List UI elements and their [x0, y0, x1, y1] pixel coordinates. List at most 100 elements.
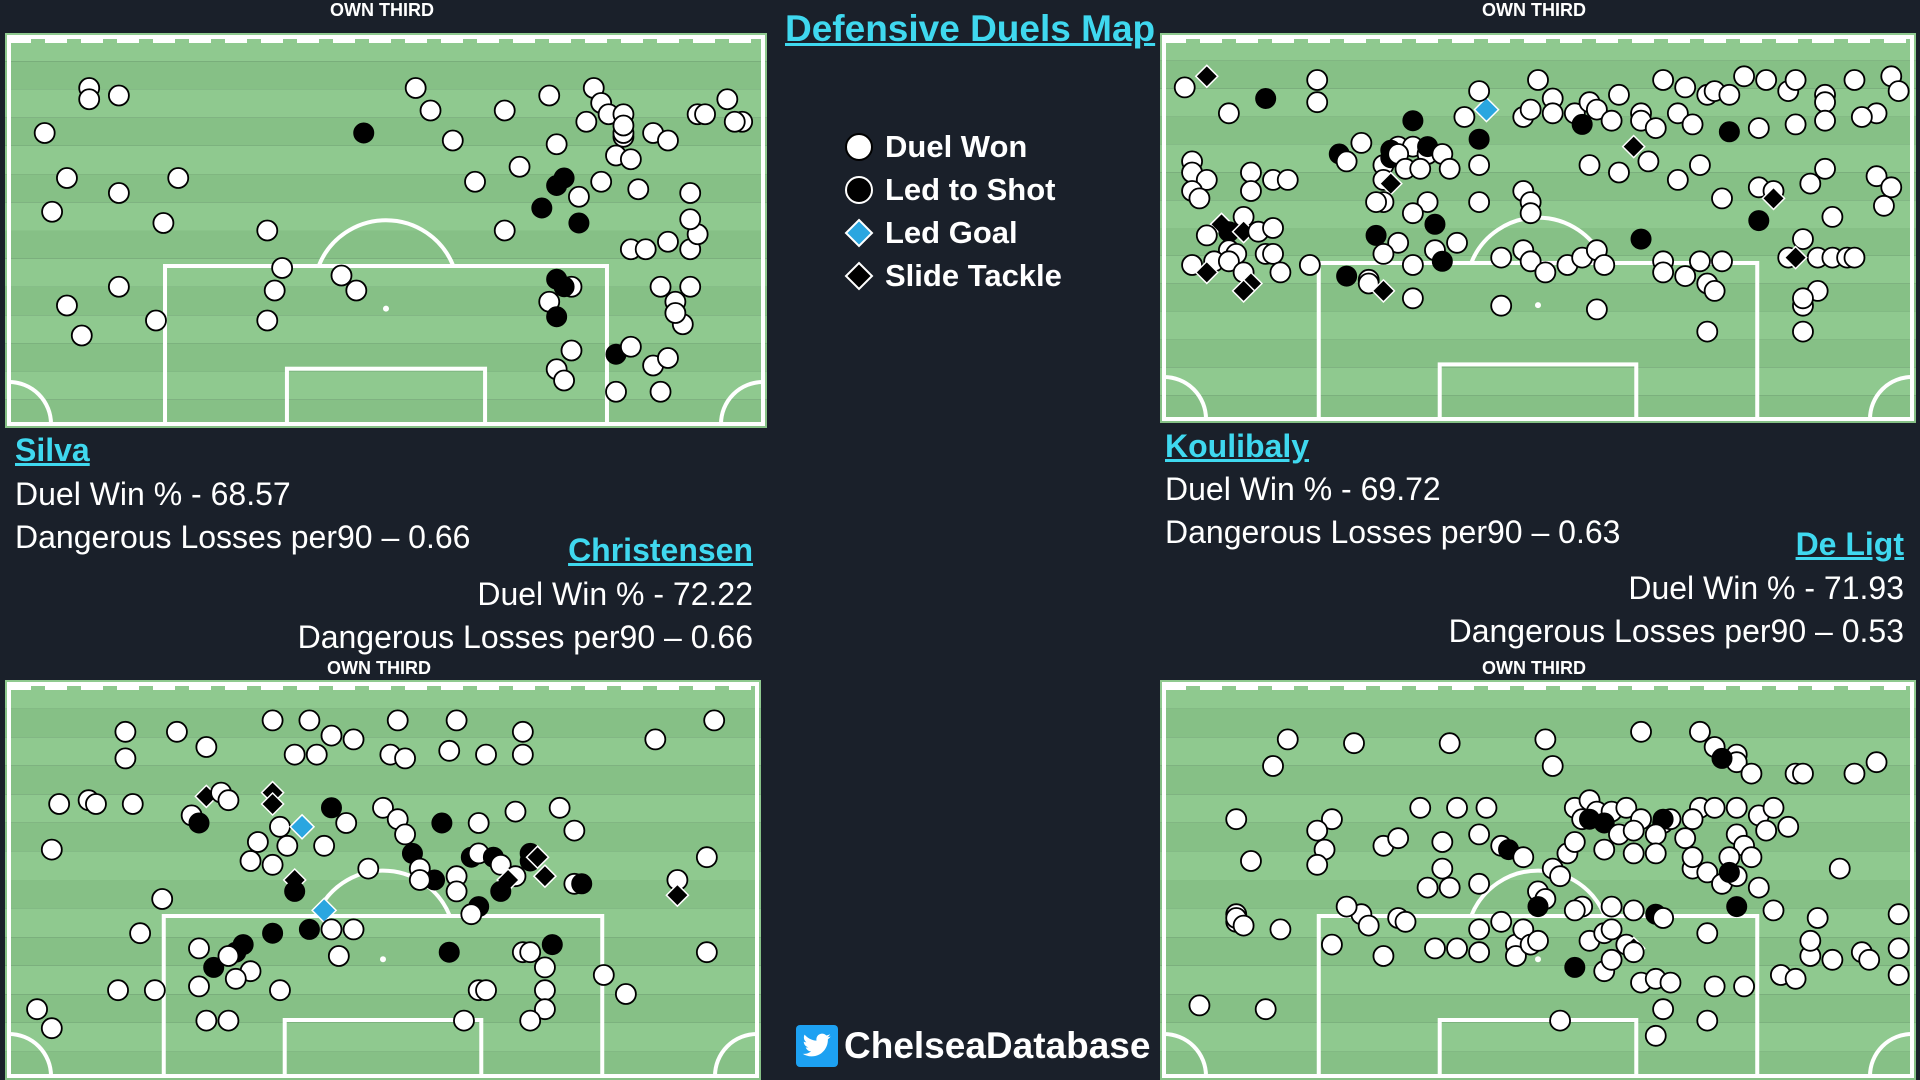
duel-won-point: [560, 339, 583, 362]
slide-tackle-point: [1783, 245, 1808, 270]
duel-won-point: [330, 264, 353, 287]
duel-won-point: [107, 979, 129, 1002]
duel-won-point: [1321, 933, 1343, 956]
duel-won-point: [33, 122, 56, 144]
led-to-shot-point: [320, 797, 342, 819]
duel-won-point: [534, 998, 556, 1021]
duel-won-point: [1622, 842, 1645, 865]
duel-won-point: [619, 148, 642, 171]
pitch-stripe: [1160, 311, 1916, 340]
dangerous-losses-de-ligt: Dangerous Losses per90 – 0.53: [1448, 613, 1904, 649]
duel-won-point: [271, 257, 294, 279]
own-third-label: OWN THIRD: [1482, 658, 1586, 678]
duel-won-point: [1644, 1024, 1667, 1047]
duel-won-point: [1806, 907, 1829, 929]
duel-won-point: [695, 846, 718, 869]
led-to-shot-point: [1571, 113, 1593, 135]
duel-won-point: [493, 99, 516, 122]
led-to-shot-point: [438, 941, 460, 963]
led-to-shot-point: [571, 873, 593, 895]
duel-won-point: [1401, 287, 1424, 310]
duel-won-point: [445, 709, 468, 732]
duel-won-point: [1652, 998, 1675, 1021]
duel-won-point: [1519, 202, 1542, 225]
duel-won-point: [519, 941, 542, 964]
duel-won-point: [224, 967, 247, 990]
duel-won-point: [40, 1017, 63, 1040]
duel-won-point: [1446, 231, 1468, 254]
player-name-de-ligt: De Ligt: [1795, 526, 1904, 562]
chart-title: Defensive Duels Map: [785, 8, 1156, 49]
duel-won-point: [1394, 910, 1417, 933]
duel-won-point: [1585, 98, 1608, 121]
led-to-shot-point: [431, 812, 453, 834]
led-to-shot-marker-icon: [845, 175, 873, 204]
duel-won-point: [590, 170, 613, 193]
duel-won-point: [195, 736, 218, 758]
pitch-koulibaly: [1160, 33, 1916, 423]
duel-won-point: [1387, 231, 1410, 254]
duel-won-point: [1276, 728, 1299, 751]
corner-arc: [1163, 1032, 1208, 1077]
duel-won-point: [1446, 937, 1468, 960]
duel-won-point: [372, 796, 394, 819]
duel-won-point: [269, 815, 291, 838]
duel-won-point: [1585, 298, 1608, 321]
duel-won-point: [1703, 975, 1726, 998]
slide-tackle-point: [525, 845, 550, 870]
duel-won-point: [217, 789, 240, 812]
duel-won-point: [1681, 113, 1704, 136]
duel-won-point: [1608, 83, 1630, 106]
duel-won-point: [1814, 157, 1836, 180]
duel-won-point: [1424, 937, 1446, 960]
pitch-stripe: [1160, 822, 1916, 852]
duel-won-point: [1821, 205, 1844, 228]
pitch-stripe: [5, 89, 767, 118]
duel-won-point: [151, 888, 174, 910]
duel-won-point: [1468, 154, 1491, 177]
led-goal-point: [288, 813, 316, 840]
duel-won-point: [1674, 265, 1697, 288]
pitch-stripe: [5, 202, 767, 231]
duel-won-point: [1372, 945, 1395, 967]
led-goal-point: [1473, 96, 1500, 123]
duel-won-point: [256, 309, 279, 332]
duel-won-point: [1549, 1009, 1571, 1032]
duel-won-point: [475, 743, 497, 766]
duel-won-point: [1762, 899, 1785, 922]
duel-won-point: [1711, 250, 1733, 273]
led-goal-marker-icon: [844, 218, 874, 247]
duel-won-point: [1372, 242, 1395, 265]
duel-won-point: [1762, 796, 1785, 819]
duel-won-point: [152, 212, 175, 234]
led-to-shot-point: [1255, 88, 1277, 109]
led-to-shot-point: [1527, 896, 1549, 918]
led-to-shot-point: [1718, 861, 1740, 883]
duel-won-point: [48, 793, 71, 815]
duel-won-point: [1792, 762, 1814, 785]
legend-item-led-to-shot: Led to Shot: [843, 168, 1062, 211]
duel-won-point: [1637, 150, 1660, 173]
duel-won-point: [404, 77, 427, 99]
led-to-shot-point: [298, 918, 320, 940]
pitch-stripe: [5, 880, 761, 909]
duel-won-point: [1188, 994, 1211, 1017]
led-to-shot-point: [1468, 128, 1490, 150]
duel-won-point: [649, 275, 672, 298]
pitch-stripe: [1160, 1022, 1916, 1052]
pitch-stripe: [5, 117, 767, 146]
six-yard-box: [1437, 1018, 1639, 1078]
duel-won-point: [357, 857, 380, 880]
corner-arc: [713, 1032, 758, 1077]
duel-won-point: [1615, 796, 1638, 819]
duel-won-point: [723, 110, 746, 133]
duel-won-point: [1431, 857, 1454, 880]
duel-won-point: [1269, 918, 1292, 941]
duel-won-point: [1747, 117, 1770, 139]
duel-won-point: [534, 956, 556, 979]
slide-tackle-point: [1231, 278, 1256, 303]
duel-won-point: [538, 84, 561, 107]
slide-tackle-point: [1194, 64, 1219, 89]
duel-won-point: [1468, 823, 1491, 846]
slide-tackle-point: [532, 864, 557, 889]
